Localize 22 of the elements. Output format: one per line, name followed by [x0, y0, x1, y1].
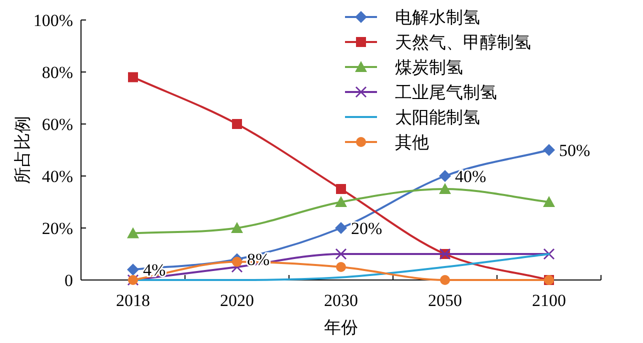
legend-label: 煤炭制氢 [395, 58, 463, 77]
x-tick-label: 2020 [220, 291, 254, 310]
x-tick-label: 2100 [532, 291, 566, 310]
y-tick-label: 80% [42, 63, 73, 82]
y-tick-label: 0 [64, 271, 73, 290]
x-tick-label: 2030 [324, 291, 358, 310]
data-label: 50% [559, 141, 590, 160]
data-label: 20% [351, 219, 382, 238]
legend-label: 电解水制氢 [395, 8, 480, 27]
legend-label: 天然气、甲醇制氢 [395, 33, 531, 52]
x-axis-title: 年份 [324, 318, 358, 337]
y-tick-label: 100% [33, 11, 73, 30]
x-tick-label: 2018 [116, 291, 150, 310]
legend-label: 太阳能制氢 [395, 108, 480, 127]
x-tick-label: 2050 [428, 291, 462, 310]
data-label: 40% [455, 167, 486, 186]
y-tick-label: 60% [42, 115, 73, 134]
legend-label: 其他 [395, 133, 429, 152]
y-tick-label: 40% [42, 167, 73, 186]
y-axis-title: 所占比例 [13, 116, 32, 184]
legend-label: 工业尾气制氢 [395, 83, 497, 102]
y-tick-label: 20% [42, 219, 73, 238]
